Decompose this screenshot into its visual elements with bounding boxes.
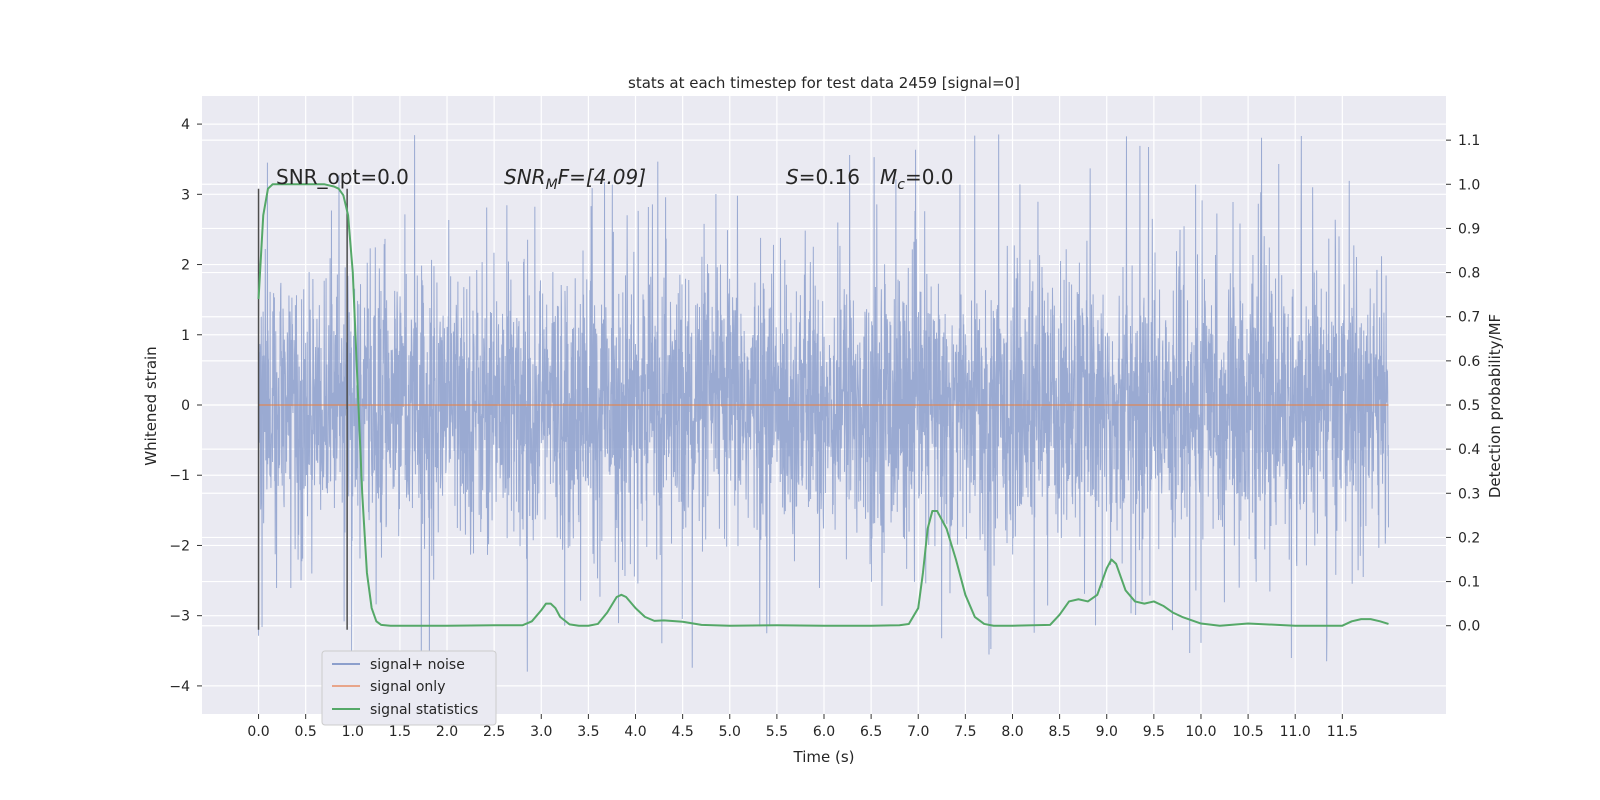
y2-tick-label: 1.1 — [1458, 133, 1480, 149]
noise-trace — [258, 134, 1390, 678]
legend: signal+ noise signal only signal statist… — [321, 650, 497, 726]
series-signal-statistics — [257, 183, 1389, 627]
y2-tick-label: 0.3 — [1458, 486, 1480, 502]
y-tick-label: −2 — [169, 538, 190, 554]
x-tick-label: 7.5 — [954, 724, 976, 740]
annotation-s-symbol: S — [786, 165, 799, 189]
x-tick-label: 10.5 — [1233, 724, 1264, 740]
x-tick-label: 7.0 — [907, 724, 929, 740]
series-signal-noise — [258, 134, 1390, 678]
chart-title: stats at each timestep for test data 245… — [628, 74, 1020, 92]
annotation-s-value: =0.16 — [799, 165, 860, 189]
x-tick-label: 4.5 — [672, 724, 694, 740]
y2-tick-label: 0.9 — [1458, 221, 1480, 237]
y2-tick-label: 0.0 — [1458, 619, 1480, 635]
x-tick-label: 2.0 — [436, 724, 458, 740]
annotation-s: S=0.16 — [786, 165, 860, 189]
y2-tick-label: 0.4 — [1458, 442, 1480, 458]
marker-lines — [257, 188, 348, 630]
x-tick-label: 9.0 — [1096, 724, 1118, 740]
x-tick-label: 3.5 — [577, 724, 599, 740]
y-tick-label: 4 — [181, 117, 190, 133]
y-tick-label: −4 — [169, 679, 190, 695]
x-tick-label: 1.5 — [389, 724, 411, 740]
y-tick-label: 1 — [181, 328, 190, 344]
x-tick-label: 0.0 — [247, 724, 269, 740]
x-tick-label: 4.0 — [624, 724, 646, 740]
x-tick-label: 9.5 — [1143, 724, 1165, 740]
legend-label-signal-noise: signal+ noise — [370, 657, 465, 673]
annotation-mc-sub: c — [897, 177, 905, 193]
y2-axis-ticks: 1.1 1.0 0.9 0.8 0.7 0.6 0.5 0.4 0.3 0.2 0.1 0.0 — [1446, 133, 1480, 635]
y2-tick-label: 1.0 — [1458, 177, 1480, 193]
annotation-mc: Mc=0.0 — [880, 165, 954, 193]
annotation-snr-mf: SNRMF=[4.09] — [504, 165, 646, 193]
y2-tick-label: 0.2 — [1458, 530, 1480, 546]
y-tick-label: 0 — [181, 398, 190, 414]
y2-tick-label: 0.5 — [1458, 398, 1480, 414]
y-tick-label: 3 — [181, 187, 190, 203]
y2-tick-label: 0.6 — [1458, 354, 1480, 370]
x-tick-label: 8.5 — [1048, 724, 1070, 740]
y2-tick-label: 0.8 — [1458, 266, 1480, 282]
x-tick-label: 11.5 — [1327, 724, 1358, 740]
x-tick-label: 6.5 — [860, 724, 882, 740]
y-tick-label: −3 — [169, 609, 190, 625]
x-tick-label: 6.0 — [813, 724, 835, 740]
x-tick-label: 5.5 — [766, 724, 788, 740]
x-tick-label: 8.0 — [1001, 724, 1023, 740]
x-tick-label: 3.0 — [530, 724, 552, 740]
legend-label-signal-only: signal only — [370, 679, 445, 695]
x-tick-label: 1.0 — [342, 724, 364, 740]
x-tick-label: 10.0 — [1185, 724, 1216, 740]
x-tick-label: 0.5 — [295, 724, 317, 740]
annotation-snr-opt: SNR_opt=0.0 — [276, 165, 409, 189]
y2-tick-label: 0.7 — [1458, 310, 1480, 326]
legend-box — [321, 650, 497, 726]
legend-label-signal-statistics: signal statistics — [370, 702, 478, 718]
y-axis-ticks: 4 3 2 1 0 −1 −2 −3 −4 — [169, 117, 202, 695]
x-tick-label: 11.0 — [1280, 724, 1311, 740]
annotation-snr-mf-sub: M — [546, 177, 558, 193]
y-axis-label: Whitened strain — [142, 346, 160, 465]
annotation-snr-mf-symbol: SNR — [504, 165, 546, 189]
x-tick-label: 5.0 — [719, 724, 741, 740]
annotation-mc-value: =0.0 — [905, 165, 954, 189]
y2-tick-label: 0.1 — [1458, 575, 1480, 591]
y2-axis-label: Detection probability/MF — [1486, 314, 1504, 498]
annotation-mc-symbol: M — [880, 165, 897, 189]
x-axis-ticks: 0.0 0.5 1.0 1.5 2.0 2.5 3.0 3.5 4.0 4.5 5.0 5.5 6.0 6… — [247, 714, 1358, 740]
statistics-line — [257, 183, 1389, 627]
annotation-snr-mf-value: F=[4.09] — [558, 165, 646, 189]
y-tick-label: 2 — [181, 258, 190, 274]
x-axis-label: Time (s) — [793, 748, 855, 766]
x-tick-label: 2.5 — [483, 724, 505, 740]
y-tick-label: −1 — [169, 468, 190, 484]
